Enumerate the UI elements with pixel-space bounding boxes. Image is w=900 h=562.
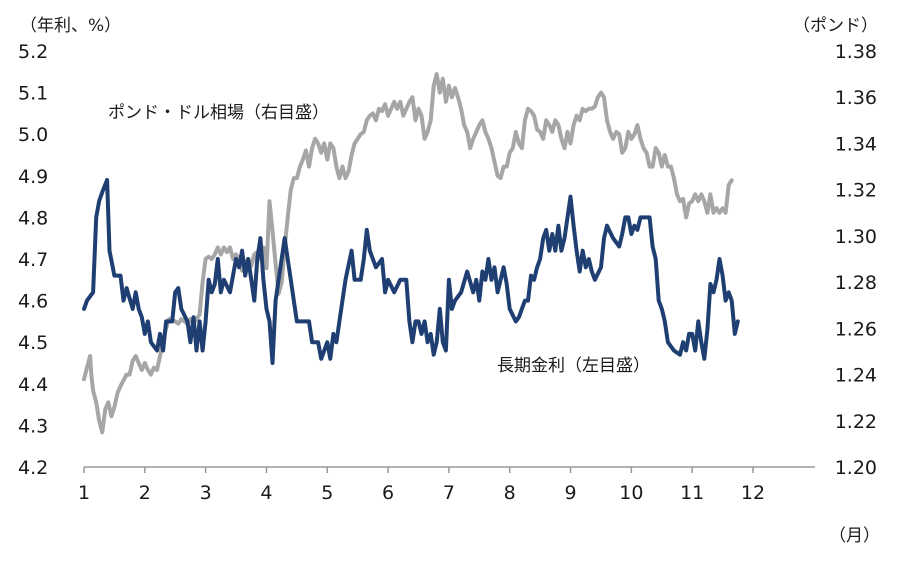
left-axis-unit: （年利、%） xyxy=(20,16,121,36)
left-tick-label: 4.8 xyxy=(18,207,48,229)
right-tick-label: 1.26 xyxy=(835,318,877,340)
x-tick-label: 4 xyxy=(260,482,272,504)
x-tick-label: 6 xyxy=(382,482,394,504)
right-tick-label: 1.32 xyxy=(835,180,877,202)
x-tick-label: 9 xyxy=(564,482,576,504)
left-tick-label: 5.2 xyxy=(18,41,48,63)
right-tick-label: 1.38 xyxy=(835,41,877,63)
left-tick-label: 5.0 xyxy=(18,124,48,146)
left-tick-label: 4.3 xyxy=(18,415,48,437)
left-tick-label: 4.5 xyxy=(18,332,48,354)
left-tick-label: 4.7 xyxy=(18,249,48,271)
right-axis-ticks: 1.20 1.22 1.24 1.26 1.28 1.30 1.32 1.34 1.36 1.38 xyxy=(835,41,877,479)
right-tick-label: 1.28 xyxy=(835,272,877,294)
left-tick-label: 4.2 xyxy=(18,457,48,479)
x-tick-label: 12 xyxy=(741,482,765,504)
x-tick-label: 8 xyxy=(504,482,516,504)
right-tick-label: 1.24 xyxy=(835,365,877,387)
left-tick-label: 5.1 xyxy=(18,83,48,105)
right-tick-label: 1.36 xyxy=(835,87,877,109)
series-lines xyxy=(82,72,740,435)
x-axis: 1 2 3 4 5 6 7 8 9 10 11 12 xyxy=(78,466,815,504)
left-tick-label: 4.9 xyxy=(18,166,48,188)
x-tick-label: 7 xyxy=(443,482,455,504)
right-tick-label: 1.34 xyxy=(835,133,877,155)
series-line-gbp-usd xyxy=(82,72,734,435)
left-tick-label: 4.6 xyxy=(18,291,48,313)
x-axis-unit: （月） xyxy=(829,526,880,546)
right-tick-label: 1.20 xyxy=(835,457,877,479)
left-axis-ticks: 4.2 4.3 4.4 4.5 4.6 4.7 4.8 4.9 5.0 5.1 5.2 xyxy=(18,41,48,479)
right-axis-unit: （ポンド） xyxy=(793,16,878,36)
right-tick-label: 1.30 xyxy=(835,226,877,248)
x-tick-label: 10 xyxy=(619,482,643,504)
right-tick-label: 1.22 xyxy=(835,411,877,433)
x-tick-label: 2 xyxy=(139,482,151,504)
annotation-long-term-yield: 長期金利（左目盛） xyxy=(497,356,650,376)
x-tick-label: 11 xyxy=(680,482,704,504)
x-tick-label: 3 xyxy=(200,482,212,504)
left-tick-label: 4.4 xyxy=(18,374,48,396)
annotation-gbp-usd: ポンド・ドル相場（右目盛） xyxy=(108,103,329,123)
chart-labels: （年利、%） （ポンド） （月） ポンド・ドル相場（右目盛） 長期金利（左目盛） xyxy=(20,16,880,546)
series-line-long-term-yield xyxy=(82,178,740,365)
x-tick-label: 5 xyxy=(321,482,333,504)
x-tick-label: 1 xyxy=(78,482,90,504)
